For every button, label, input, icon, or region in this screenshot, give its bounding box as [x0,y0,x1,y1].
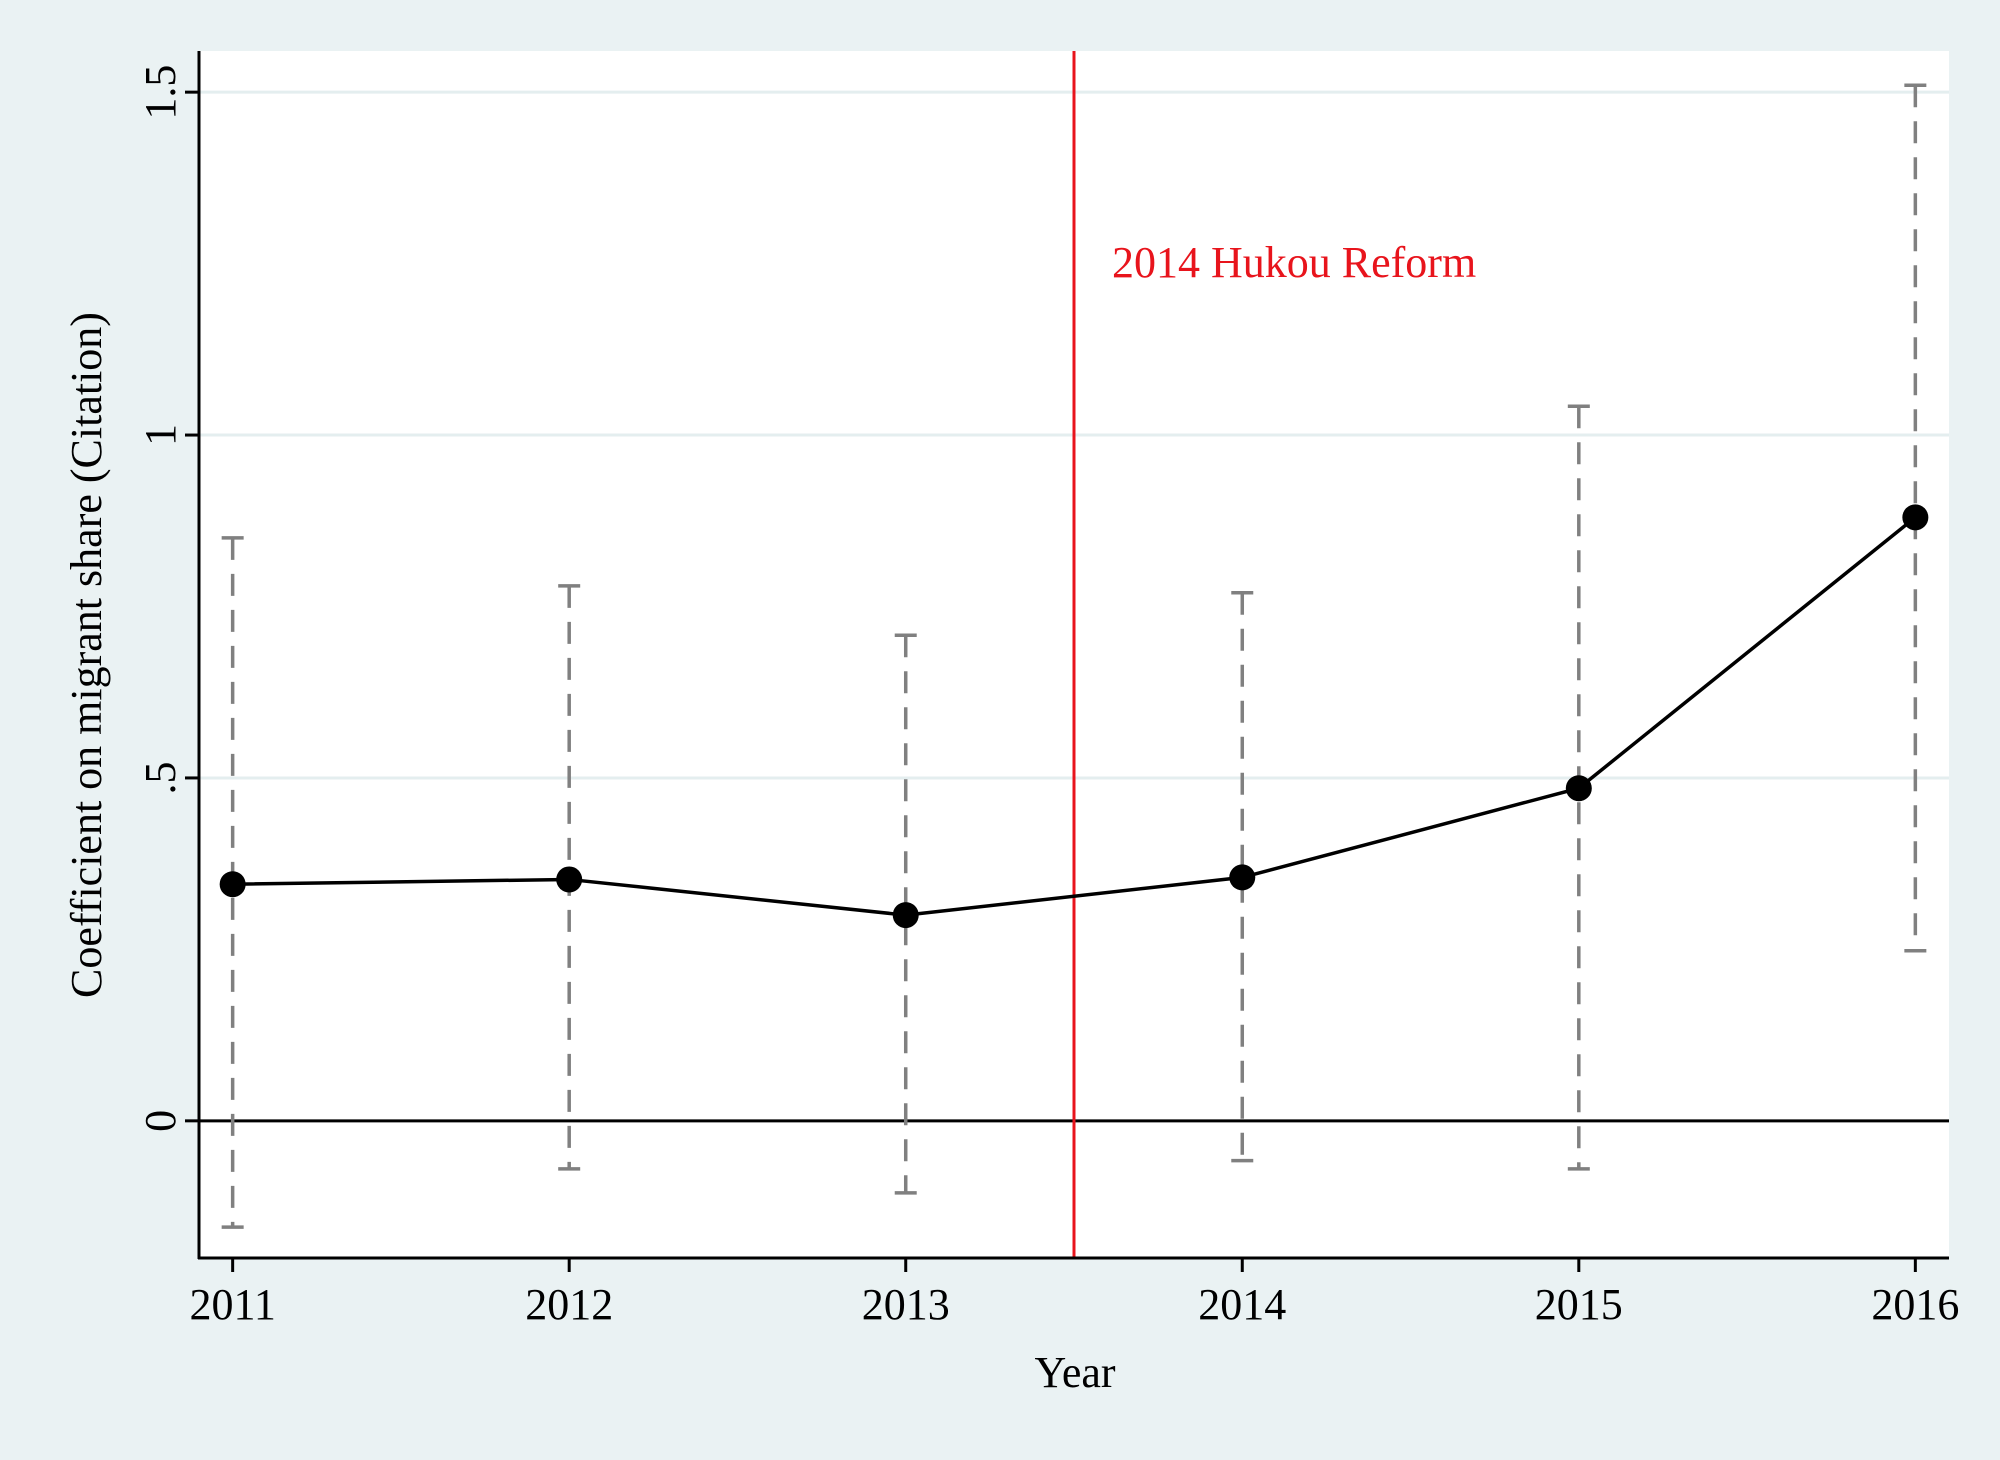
x-axis-label: Year [1034,1348,1115,1397]
y-tick-label-1: .5 [136,761,185,794]
axes [185,51,1949,1272]
y-tick-label-2: 1 [136,424,185,446]
data-point-2015 [1565,775,1592,802]
data-point-2016 [1902,504,1929,531]
x-tick-label-2015: 2015 [1535,1280,1623,1329]
y-axis-label: Coefficient on migrant share (Citation) [62,312,111,998]
data-point-2014 [1229,864,1256,891]
data-points [219,504,1929,929]
x-tick-label-2012: 2012 [525,1280,613,1329]
x-tick-label-2011: 2011 [189,1280,275,1329]
data-point-2011 [219,871,246,898]
tick-labels: 0 .5 1 1.5 2011 2012 2013 2014 2015 2016 [136,65,1959,1329]
x-tick-label-2013: 2013 [862,1280,950,1329]
data-point-2013 [892,902,919,929]
series-line-path [232,515,1917,917]
data-point-2012 [556,866,583,893]
y-tick-label-0: 0 [136,1110,185,1132]
x-tick-label-2014: 2014 [1198,1280,1286,1329]
vertical-line-label: 2014 Hukou Reform [1112,238,1476,287]
x-tick-label-2016: 2016 [1871,1280,1959,1329]
reference-lines [199,51,1949,1258]
series-line [232,515,1917,917]
y-tick-label-3: 1.5 [136,65,185,120]
